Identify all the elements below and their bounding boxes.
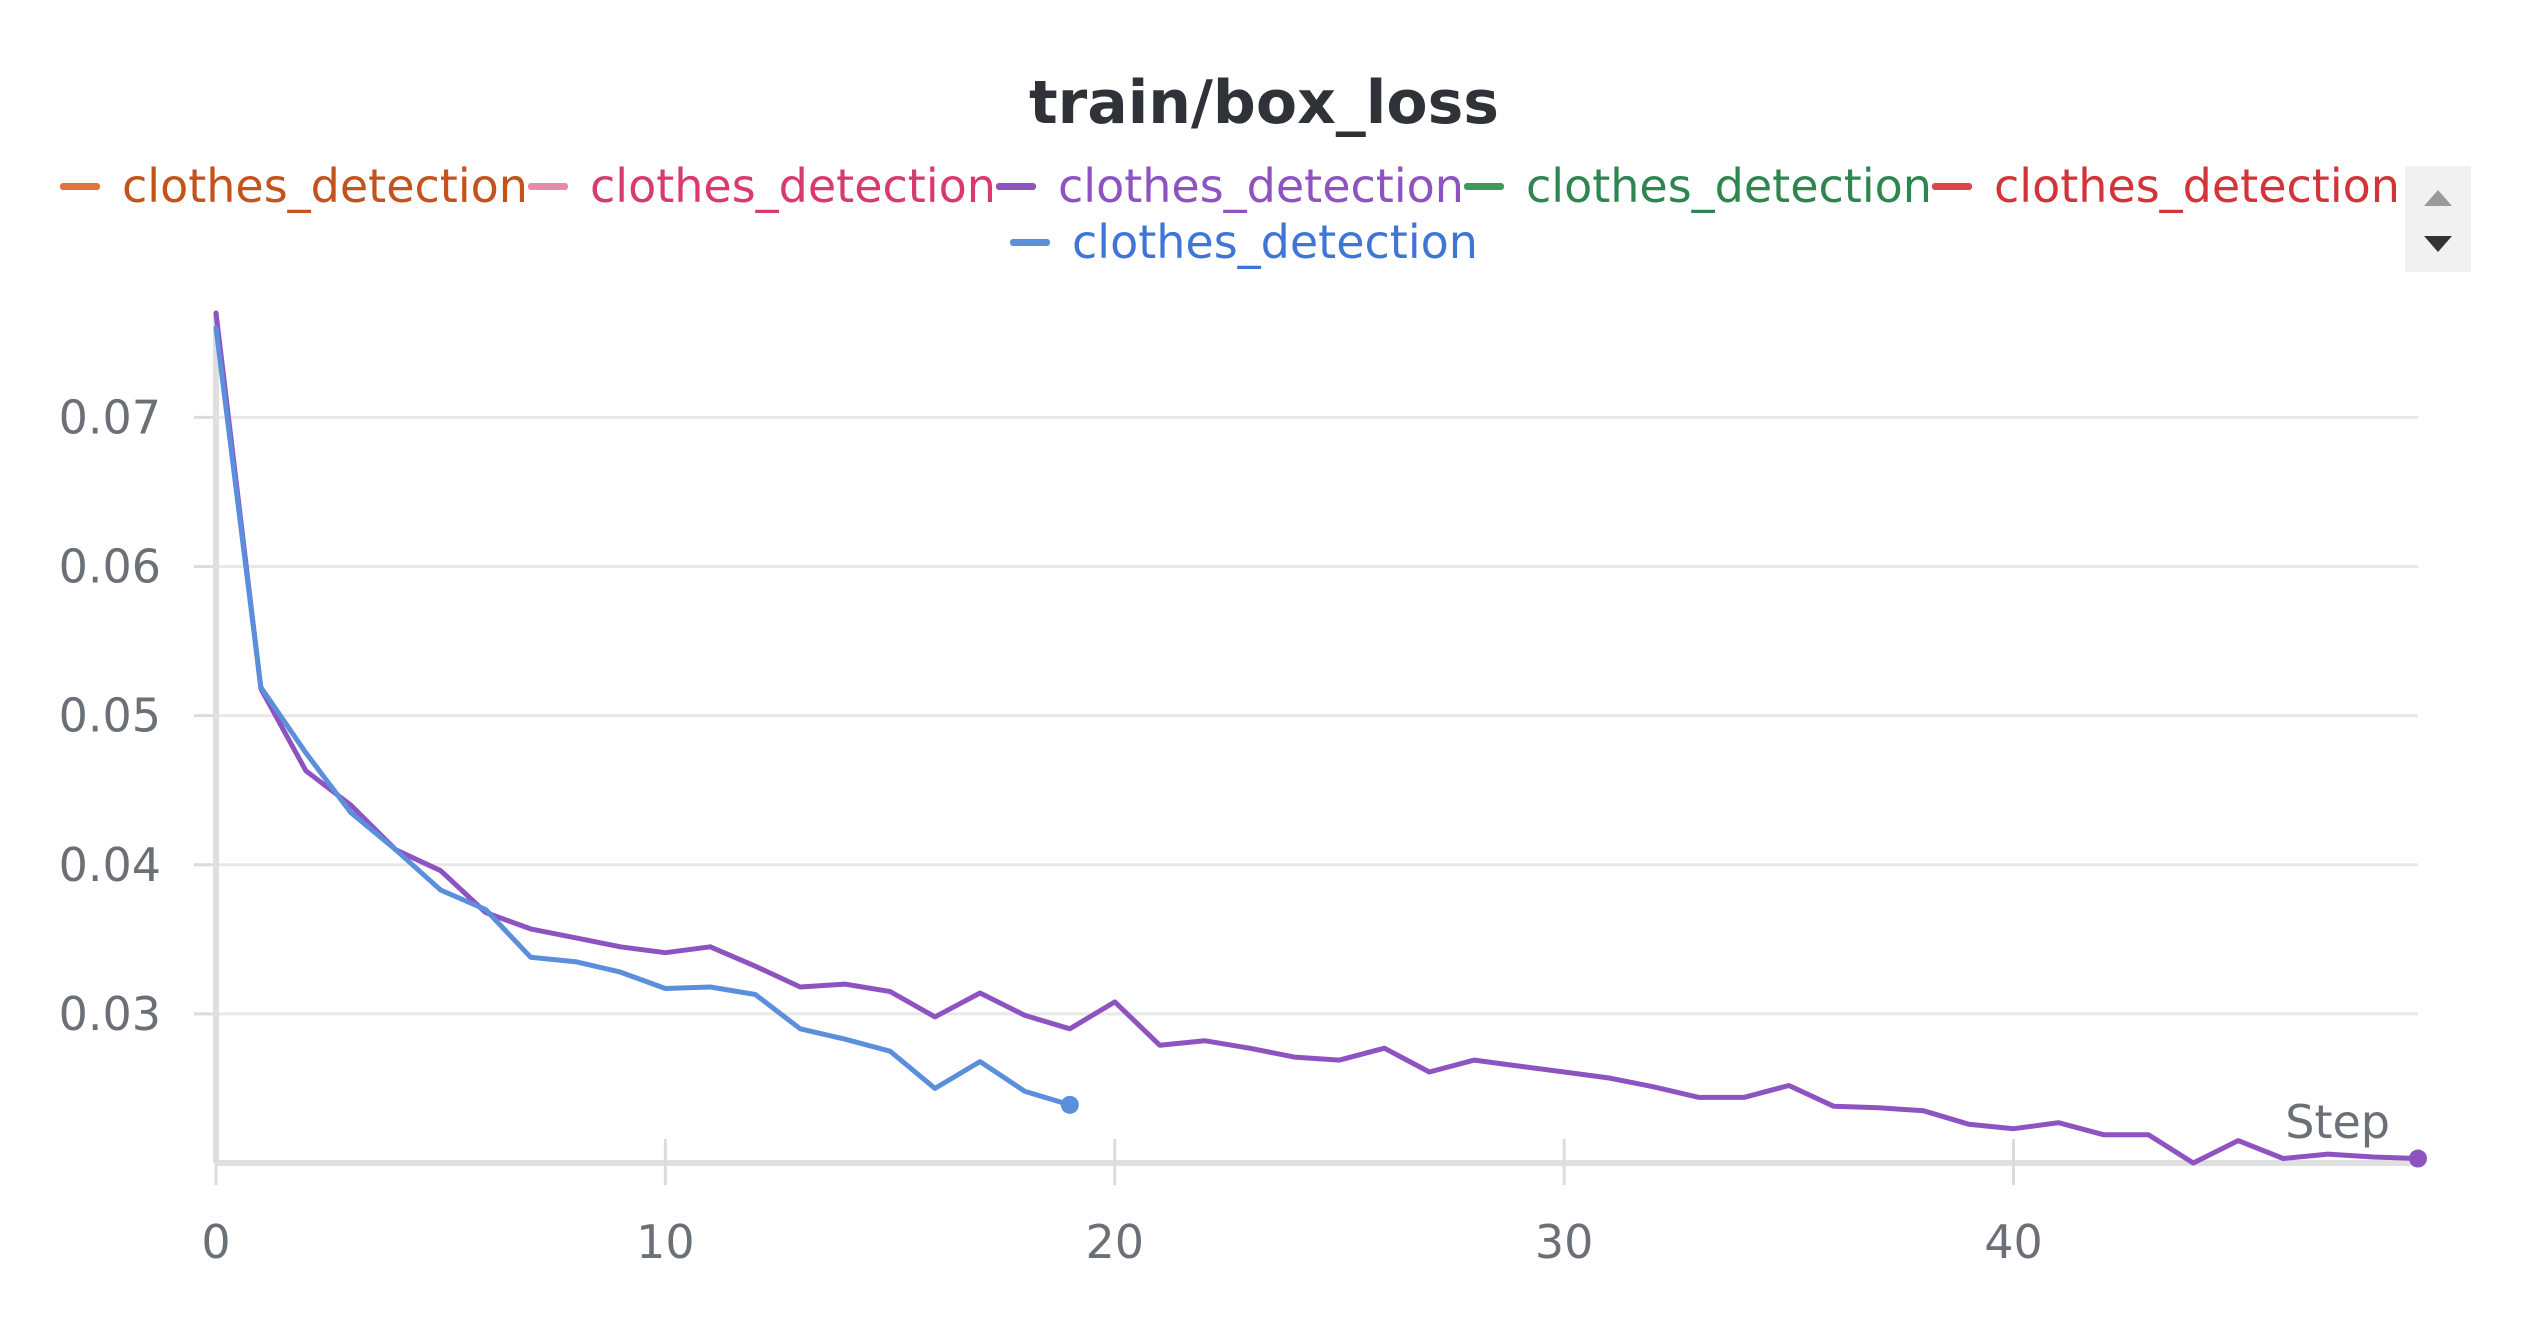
y-tick-label: 0.06 (59, 540, 161, 594)
chevron-down-icon[interactable] (2424, 236, 2452, 252)
series-end-point-2 (1060, 1095, 1079, 1114)
legend-row: clothes_detection clothes_detection clot… (60, 158, 2400, 214)
series-line-2 (213, 325, 1073, 1108)
x-tick-label: 20 (1086, 1215, 1145, 1269)
legend-item-4[interactable]: clothes_detection (1464, 158, 1932, 214)
legend-label: clothes_detection (590, 159, 996, 213)
legend-scrollbar[interactable] (2405, 166, 2471, 272)
y-tick-label: 0.07 (59, 390, 161, 444)
legend-item-3[interactable]: clothes_detection (996, 158, 1464, 214)
y-tick-label: 0.05 (59, 689, 161, 743)
legend-swatch (528, 182, 568, 190)
legend: clothes_detection clothes_detection clot… (60, 158, 2400, 270)
x-tick-label: 40 (1984, 1215, 2043, 1269)
legend-label: clothes_detection (1994, 159, 2400, 213)
x-tick-label: 30 (1535, 1215, 1594, 1269)
legend-item-5[interactable]: clothes_detection (1932, 158, 2400, 214)
legend-label: clothes_detection (1526, 159, 1932, 213)
series-line-1 (213, 310, 2421, 1166)
legend-label: clothes_detection (1072, 215, 1478, 269)
y-tick-label: 0.04 (59, 838, 161, 892)
legend-item-6[interactable]: clothes_detection (1010, 214, 1484, 270)
legend-label: clothes_detection (122, 159, 528, 213)
legend-row: clothes_detection (60, 214, 2400, 270)
legend-item-1[interactable]: clothes_detection (60, 158, 528, 214)
y-tick-label: 0.03 (59, 987, 161, 1041)
page-title: train/box_loss (1028, 68, 1500, 138)
x-tick-label: 0 (201, 1215, 230, 1269)
chevron-up-icon[interactable] (2424, 190, 2452, 206)
series-end-point-1 (2409, 1149, 2427, 1168)
legend-swatch (996, 182, 1036, 190)
legend-swatch (1464, 182, 1504, 190)
legend-item-2[interactable]: clothes_detection (528, 158, 996, 214)
legend-label: clothes_detection (1058, 159, 1464, 213)
x-axis-label: Step (2285, 1095, 2390, 1149)
legend-swatch (1932, 182, 1972, 190)
legend-swatch (1010, 238, 1050, 246)
legend-swatch (60, 182, 100, 190)
x-tick-label: 10 (636, 1215, 695, 1269)
